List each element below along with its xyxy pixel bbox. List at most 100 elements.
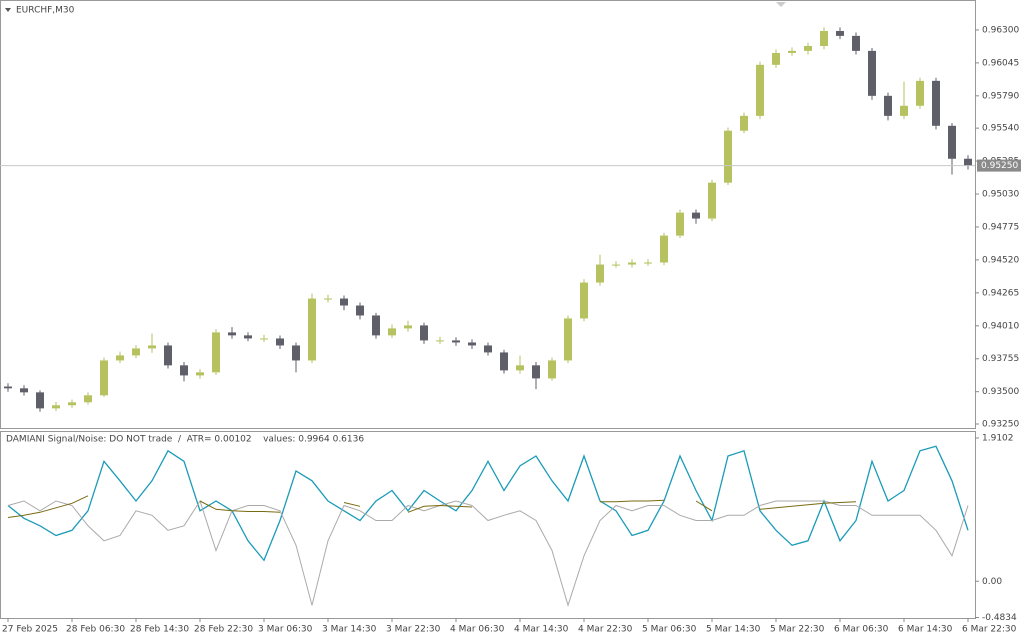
y-tick-label: 0.94520: [982, 255, 1019, 265]
symbol-menu-icon[interactable]: [5, 8, 11, 12]
candle-body: [900, 105, 908, 116]
candle-body: [836, 30, 844, 36]
y-tick-label: 1.9102: [982, 433, 1014, 443]
candle-body: [372, 315, 380, 336]
candle-body: [772, 52, 780, 65]
indicator-title: DAMIANI Signal/Noise: DO NOT trade / ATR…: [6, 435, 364, 445]
candle-body: [948, 125, 956, 159]
candle-body: [932, 80, 940, 126]
y-tick-label: 0.96300: [982, 25, 1019, 35]
x-tick-label: 3 Mar 22:30: [386, 625, 441, 635]
candle-body: [484, 345, 492, 353]
candle-body: [164, 345, 172, 366]
candle-body: [868, 50, 876, 96]
candle-body: [548, 360, 556, 379]
candle-body: [404, 325, 412, 329]
candle-body: [468, 342, 476, 346]
candle-body: [596, 264, 604, 283]
candle-body: [20, 388, 28, 393]
candle-body: [804, 45, 812, 51]
candle-body: [820, 30, 828, 46]
candle-body: [788, 50, 796, 53]
x-tick-label: 6 Mar 22:30: [962, 625, 1017, 635]
candle-body: [276, 338, 284, 346]
candle-body: [356, 305, 364, 316]
candle-body: [100, 360, 108, 396]
candle-body: [84, 395, 92, 403]
candle-body: [420, 325, 428, 341]
candle-body: [116, 355, 124, 361]
candle-body: [244, 335, 252, 339]
indicator-line: [7, 445, 969, 562]
indicator-panel: [0, 431, 976, 619]
candle-body: [676, 212, 684, 236]
candle-body: [564, 318, 572, 361]
candle-body: [340, 298, 348, 306]
y-tick-label: 0.95540: [982, 124, 1019, 134]
candle-body: [68, 402, 76, 406]
candle-body: [228, 332, 236, 336]
candle-body: [308, 298, 316, 361]
candle-body: [660, 235, 668, 263]
y-tick-label: 0.94775: [982, 222, 1019, 232]
y-tick-label: -0.4834: [982, 613, 1017, 623]
candle-body: [180, 365, 188, 376]
candle-body: [324, 298, 332, 300]
current-price-box: [977, 159, 1021, 172]
x-tick-label: 28 Feb 14:30: [130, 625, 189, 635]
candle-body: [740, 115, 748, 131]
shift-marker: [776, 2, 786, 7]
y-tick-label: 0.94010: [982, 321, 1019, 331]
x-tick-label: 5 Mar 14:30: [706, 625, 761, 635]
x-tick-label: 28 Feb 22:30: [194, 625, 253, 635]
y-tick-label: 0.95030: [982, 190, 1019, 200]
candle-body: [756, 64, 764, 116]
candle-body: [516, 365, 524, 371]
candle-body: [644, 262, 652, 264]
y-tick-label: 0.94265: [982, 288, 1019, 298]
candle-body: [580, 282, 588, 319]
x-tick-label: 5 Mar 22:30: [770, 625, 825, 635]
candle-body: [724, 130, 732, 183]
x-tick-label: 4 Mar 14:30: [514, 625, 569, 635]
candle-body: [852, 35, 860, 51]
candle-body: [292, 345, 300, 361]
candle-body: [52, 405, 60, 409]
x-tick-label: 4 Mar 06:30: [450, 625, 505, 635]
candle-body: [4, 386, 12, 389]
y-tick-label: 0.93250: [982, 419, 1019, 429]
indicator-line: [7, 499, 969, 608]
candle-body: [436, 340, 444, 342]
x-tick-label: 28 Feb 06:30: [66, 625, 125, 635]
candle-body: [692, 212, 700, 219]
y-tick-label: 0.00: [982, 577, 1002, 587]
candle-body: [500, 352, 508, 371]
candle-body: [212, 332, 220, 373]
x-tick-label: 6 Mar 06:30: [834, 625, 889, 635]
candle-body: [532, 365, 540, 379]
x-tick-label: 6 Mar 14:30: [898, 625, 953, 635]
candle-body: [132, 348, 140, 356]
x-tick-label: 4 Mar 22:30: [578, 625, 633, 635]
candle-body: [708, 182, 716, 219]
candle-body: [964, 158, 972, 166]
y-tick-label: 0.93500: [982, 387, 1019, 397]
x-tick-label: 5 Mar 06:30: [642, 625, 697, 635]
x-tick-label: 27 Feb 2025: [2, 625, 58, 635]
candle-body: [612, 264, 620, 266]
current-price-label: 0.95250: [981, 161, 1018, 171]
candle-body: [884, 95, 892, 116]
candle-body: [388, 328, 396, 336]
x-tick-label: 3 Mar 14:30: [322, 625, 377, 635]
candle-body: [260, 338, 268, 340]
candle-body: [148, 345, 156, 349]
symbol-title: EURCHF,M30: [16, 6, 75, 16]
x-tick-label: 3 Mar 06:30: [258, 625, 313, 635]
candle-body: [916, 80, 924, 106]
y-tick-label: 0.95790: [982, 91, 1019, 101]
y-tick-label: 0.93755: [982, 354, 1019, 364]
main-panel: [0, 0, 976, 429]
candle-body: [196, 372, 204, 376]
candle-body: [36, 392, 44, 409]
